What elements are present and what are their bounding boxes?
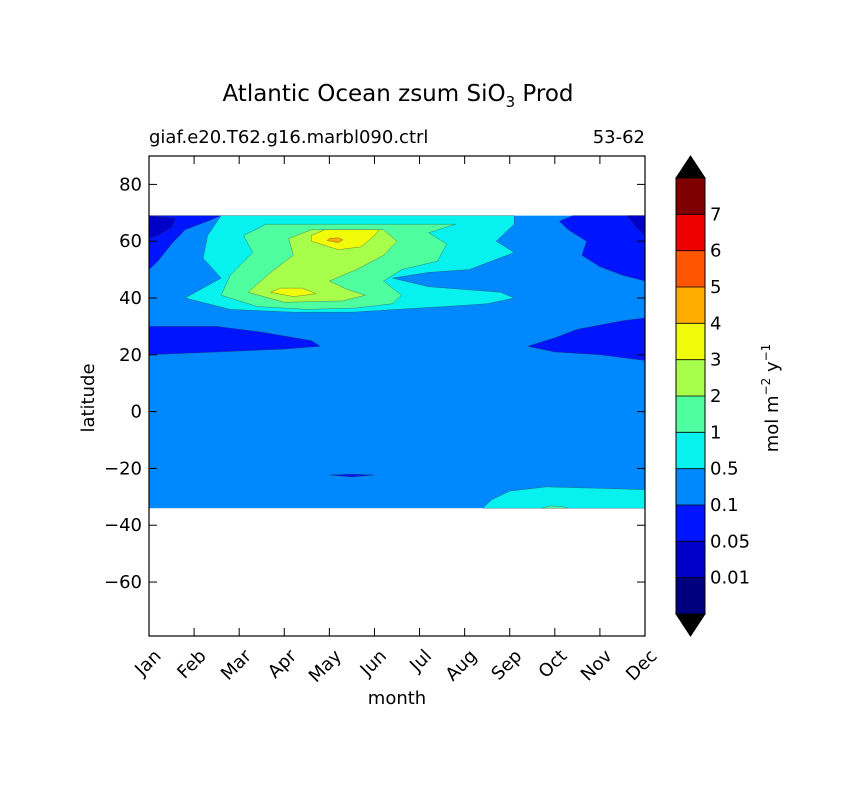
colorbar-tick-label: 0.05: [710, 531, 750, 552]
colorbar-tick-label: 7: [710, 204, 721, 225]
colorbar-tick-label: 0.01: [710, 568, 750, 589]
colorbar-tick-label: 1: [710, 422, 721, 443]
colorbar-segment: [676, 359, 705, 397]
x-tick-label: Dec: [622, 646, 661, 685]
colorbar-tick-label: 4: [710, 313, 721, 334]
x-tick-label: Jul: [405, 646, 436, 677]
colorbar-tick-label: 2: [710, 386, 721, 407]
x-tick-label: Oct: [535, 646, 572, 683]
colorbar-segment: [676, 214, 705, 251]
x-tick-label: Sep: [487, 646, 526, 685]
y-axis-label: latitude: [78, 363, 99, 432]
x-tick-label: Aug: [442, 646, 482, 686]
plot-area: [149, 215, 645, 509]
y-tick-label: −60: [104, 572, 142, 593]
colorbar-extend-max: [675, 155, 706, 179]
colorbar-tick-label: 0.5: [710, 459, 739, 480]
colorbar-segment: [676, 287, 705, 324]
contour-band-3-4: [269, 287, 317, 297]
y-axis: 80 60 40 20 0 −20 −40 −60: [104, 174, 645, 593]
colorbar-label: mol m−2 y−1: [759, 344, 783, 453]
x-tick-label: Apr: [264, 645, 301, 682]
contour-band-0.01-0.05: [149, 215, 177, 239]
x-axis-label: month: [368, 688, 426, 709]
plot-frame: [148, 155, 646, 637]
subtitle-right: 53-62: [593, 127, 645, 148]
contour-band-4-5: [326, 237, 344, 243]
colorbar-tick-label: 3: [710, 350, 721, 371]
colorbar-segment: [676, 505, 705, 542]
contour-band-0.05-0.1: [526, 317, 645, 361]
contour-band-0.05-0.1: [149, 326, 322, 356]
x-tick-label: May: [305, 645, 346, 686]
y-tick-label: 60: [119, 231, 142, 252]
y-tick-label: 80: [119, 174, 142, 195]
colorbar-segment: [676, 432, 705, 469]
x-tick-label: Feb: [173, 646, 210, 683]
y-tick-label: 20: [119, 345, 142, 366]
x-tick-label: Jun: [356, 646, 391, 681]
y-tick-label: −40: [104, 515, 142, 536]
contour-band-0.05-0.1: [558, 215, 645, 282]
colorbar-segment: [676, 396, 705, 433]
colorbar-extend-min: [675, 613, 706, 637]
colorbar-tick-label: 5: [710, 277, 721, 298]
contour-band-0.01-0.05: [626, 215, 645, 236]
contour-band-2-3: [247, 229, 398, 303]
colorbar-segment: [676, 178, 705, 215]
x-tick-label: Nov: [577, 645, 617, 685]
colorbar-tick-label: 0.1: [710, 495, 739, 516]
subtitle-left: giaf.e20.T62.g16.marbl090.ctrl: [149, 127, 428, 148]
colorbar-segment: [676, 250, 705, 288]
contour-band-0.5-1: [482, 486, 645, 509]
colorbar-tick-label: 6: [710, 241, 721, 262]
contour-band-3-4: [311, 229, 380, 250]
y-tick-label: −20: [104, 458, 142, 479]
x-tick-label: Mar: [217, 645, 256, 684]
y-tick-label: 0: [131, 402, 142, 423]
colorbar: 0.01 0.05 0.1 0.5 1 2 3 4 5 6 7: [675, 155, 750, 637]
colorbar-segment: [676, 577, 705, 615]
colorbar-segment: [676, 323, 705, 360]
colorbar-segment: [676, 468, 705, 506]
chart-title: Atlantic Ocean zsum SiO3 Prod: [222, 81, 573, 111]
x-tick-label: Jan: [130, 646, 165, 681]
colorbar-segment: [676, 541, 705, 578]
contour-band-1-2: [541, 505, 569, 509]
contour-band-0.05-0.1: [329, 473, 375, 478]
y-tick-label: 40: [119, 288, 142, 309]
